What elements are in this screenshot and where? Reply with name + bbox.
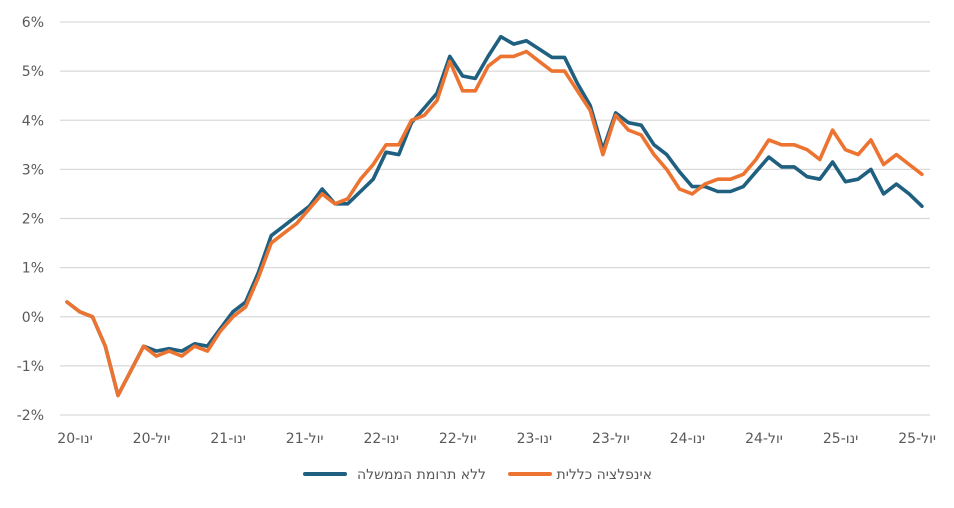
- x-tick-label: ינו-25: [823, 431, 858, 447]
- y-tick-label: 6%: [22, 15, 44, 31]
- x-tick-label: יול-20: [133, 431, 171, 447]
- gridlines: [60, 21, 930, 416]
- x-axis-labels: ינו-20 יול-20 ינו-21 יול-21 ינו-22 יול-22 ינו-…: [57, 431, 936, 447]
- y-tick-label: 0%: [22, 310, 44, 326]
- x-tick-label: יול-21: [286, 431, 324, 447]
- series-line-1: [65, 49, 924, 398]
- x-tick-label: יול-22: [439, 431, 477, 447]
- y-tick-label: -2%: [17, 408, 44, 424]
- y-tick-label: 1%: [22, 261, 44, 277]
- x-tick-label: ינו-20: [57, 431, 92, 447]
- x-tick-label: יול-24: [745, 431, 783, 447]
- legend-label: ללא תרומת הממשלה: [357, 467, 486, 483]
- x-tick-label: ינו-23: [517, 431, 552, 447]
- y-axis-labels: -2% -1% 0% 1% 2% 3% 4% 5% 6%: [17, 15, 44, 424]
- x-tick-label: ינו-24: [670, 431, 705, 447]
- y-tick-label: 2%: [22, 212, 44, 228]
- x-tick-label: יול-23: [592, 431, 630, 447]
- y-tick-label: 5%: [22, 64, 44, 80]
- x-tick-label: ינו-22: [364, 431, 399, 447]
- legend-label: אינפלציה כללית: [557, 467, 652, 483]
- series-lines: [65, 34, 924, 398]
- x-tick-label: יול-25: [898, 431, 936, 447]
- series-line-0: [65, 34, 924, 398]
- y-tick-label: 3%: [22, 162, 44, 178]
- y-tick-label: -1%: [17, 359, 44, 375]
- y-tick-label: 4%: [22, 113, 44, 129]
- x-tick-label: ינו-21: [210, 431, 245, 447]
- legend: ללא תרומת הממשלה אינפלציה כללית: [303, 467, 652, 483]
